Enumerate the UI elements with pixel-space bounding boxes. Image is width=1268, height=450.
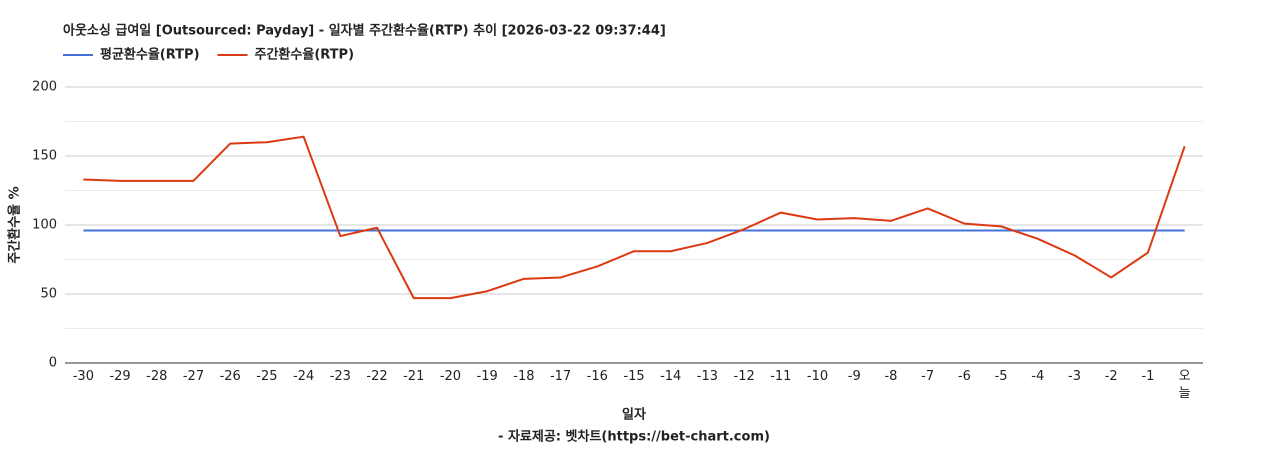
- x-tick-label: -2: [1104, 369, 1118, 384]
- x-tick-label-box: 오늘: [1178, 369, 1191, 401]
- x-tick-label: -16: [586, 369, 608, 384]
- x-tick-label-box: -18: [513, 369, 535, 384]
- x-tick-label-box: -27: [182, 369, 205, 384]
- x-tick-label: -30: [72, 369, 94, 384]
- x-tick-label: -13: [696, 369, 719, 384]
- x-tick-label-box: -22: [366, 369, 388, 384]
- x-tick-label: -19: [476, 369, 498, 384]
- x-tick-label: -25: [256, 369, 278, 384]
- x-tick-label: -3: [1068, 369, 1081, 384]
- y-tick-label: 200: [32, 80, 57, 95]
- legend-label: 주간환수율(RTP): [255, 47, 355, 63]
- x-axis-label: 일자: [622, 408, 646, 423]
- x-tick-label-box: -2: [1104, 369, 1118, 384]
- x-tick-label: -12: [733, 369, 755, 384]
- x-tick-label-box: -14: [660, 369, 682, 384]
- x-tick-label: -24: [292, 369, 315, 384]
- x-tick-label-box: -3: [1068, 369, 1081, 384]
- x-tick-label: -21: [403, 369, 425, 384]
- x-tick-label: -15: [623, 369, 645, 384]
- x-tick-label-box: -21: [403, 369, 425, 384]
- x-tick-label: -10: [806, 369, 829, 384]
- x-tick-label-box: -5: [994, 369, 1008, 384]
- x-tick-label: -26: [219, 369, 241, 384]
- x-tick-label-box: -10: [806, 369, 829, 384]
- x-tick-label-box: -11: [770, 369, 792, 384]
- x-tick-label: -6: [957, 369, 971, 384]
- x-tick-label: -7: [921, 369, 935, 384]
- y-tick-label: 150: [32, 149, 57, 164]
- x-tick-label: -17: [549, 369, 572, 384]
- x-tick-label-box: -4: [1031, 369, 1045, 384]
- x-tick-label: -18: [513, 369, 535, 384]
- x-tick-label-box: -29: [109, 369, 131, 384]
- y-tick-label: 0: [49, 356, 57, 371]
- x-tick-label-box: -12: [733, 369, 755, 384]
- x-tick-label-box: -24: [292, 369, 315, 384]
- x-tick-label-box: -6: [957, 369, 971, 384]
- legend-label: 평균환수율(RTP): [100, 47, 200, 63]
- x-tick-label: -4: [1031, 369, 1045, 384]
- y-tick-label: 50: [40, 287, 57, 302]
- x-tick-label: -8: [884, 369, 898, 384]
- x-tick-label-box: -9: [847, 369, 861, 384]
- x-tick-label: 오늘: [1178, 369, 1191, 401]
- x-tick-label-box: -19: [476, 369, 498, 384]
- y-tick-label: 100: [32, 218, 57, 233]
- x-tick-label: -9: [847, 369, 861, 384]
- x-tick-label: -1: [1141, 369, 1155, 384]
- x-tick-label-box: -25: [256, 369, 278, 384]
- x-tick-label-box: -15: [623, 369, 645, 384]
- series-line: [83, 135, 1186, 300]
- x-tick-label: -5: [994, 369, 1008, 384]
- x-tick-label-box: -1: [1141, 369, 1155, 384]
- x-tick-label: -27: [182, 369, 205, 384]
- x-tick-label-box: -26: [219, 369, 241, 384]
- x-tick-label-box: -7: [921, 369, 935, 384]
- x-tick-label: -23: [329, 369, 351, 384]
- x-tick-label: -29: [109, 369, 131, 384]
- x-tick-label-box: -16: [586, 369, 608, 384]
- x-tick-label: -28: [146, 369, 168, 384]
- x-tick-label-box: -30: [72, 369, 94, 384]
- x-tick-label: -11: [770, 369, 792, 384]
- footer: - 자료제공: 벳차트(https://bet-chart.com): [498, 429, 770, 445]
- x-tick-label-box: -23: [329, 369, 351, 384]
- x-tick-label: -22: [366, 369, 388, 384]
- chart-title: 아웃소싱 급여일 [Outsourced: Payday] - 일자별 주간환수…: [63, 23, 666, 39]
- x-tick-label-box: -13: [696, 369, 719, 384]
- x-tick-label-box: -28: [146, 369, 168, 384]
- y-axis-label: 주간환수율 %: [7, 186, 23, 263]
- x-tick-label-box: -20: [439, 369, 462, 384]
- x-tick-label-box: -8: [884, 369, 898, 384]
- x-tick-label: -14: [660, 369, 682, 384]
- x-tick-label: -20: [439, 369, 462, 384]
- x-tick-label-box: -17: [549, 369, 572, 384]
